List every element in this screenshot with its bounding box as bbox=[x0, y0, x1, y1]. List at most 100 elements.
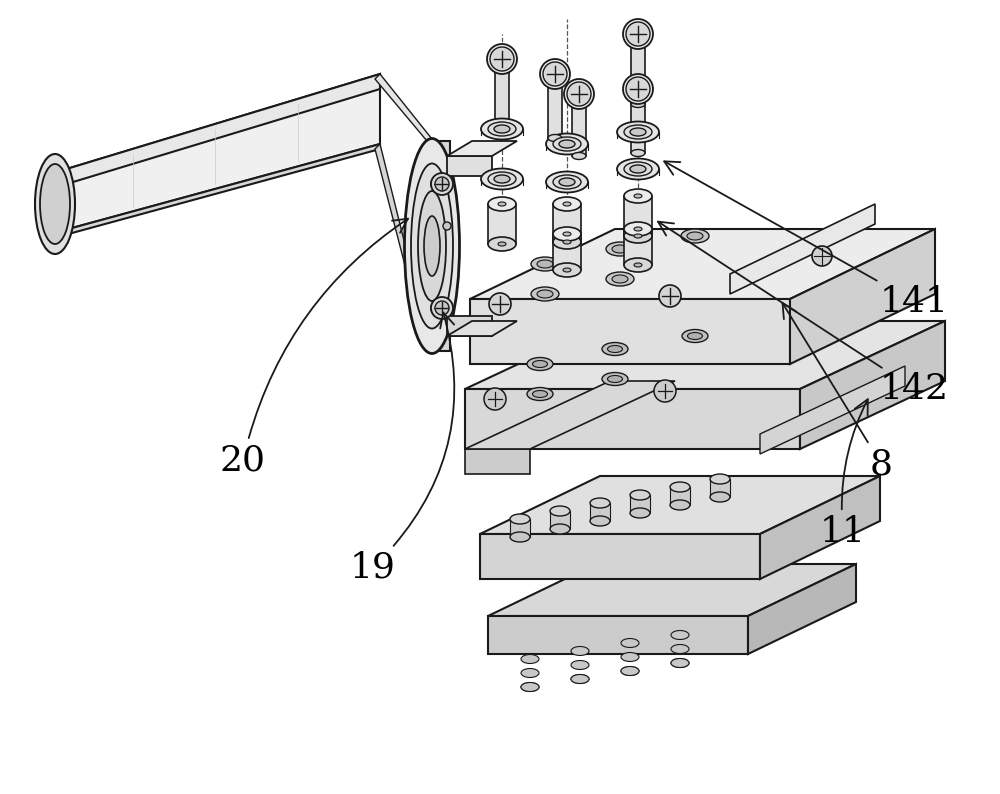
Polygon shape bbox=[447, 321, 517, 336]
Ellipse shape bbox=[488, 172, 516, 186]
Ellipse shape bbox=[527, 357, 553, 371]
Polygon shape bbox=[488, 204, 516, 244]
Ellipse shape bbox=[553, 227, 581, 241]
Ellipse shape bbox=[623, 19, 653, 49]
Ellipse shape bbox=[631, 149, 645, 156]
Ellipse shape bbox=[624, 229, 652, 243]
Ellipse shape bbox=[563, 268, 571, 272]
Polygon shape bbox=[465, 449, 530, 474]
Ellipse shape bbox=[631, 101, 645, 107]
Polygon shape bbox=[590, 503, 610, 521]
Ellipse shape bbox=[550, 506, 570, 516]
Ellipse shape bbox=[521, 683, 539, 692]
Ellipse shape bbox=[621, 653, 639, 661]
Polygon shape bbox=[553, 234, 581, 270]
Ellipse shape bbox=[571, 674, 589, 684]
Ellipse shape bbox=[443, 222, 451, 230]
Ellipse shape bbox=[624, 189, 652, 203]
Ellipse shape bbox=[527, 387, 553, 400]
Text: 142: 142 bbox=[658, 222, 949, 406]
Polygon shape bbox=[447, 141, 517, 156]
Ellipse shape bbox=[521, 654, 539, 664]
Ellipse shape bbox=[634, 227, 642, 231]
Ellipse shape bbox=[608, 376, 622, 383]
Polygon shape bbox=[465, 389, 800, 449]
Ellipse shape bbox=[606, 242, 634, 256]
Ellipse shape bbox=[487, 44, 517, 74]
Ellipse shape bbox=[489, 293, 511, 315]
Ellipse shape bbox=[659, 285, 681, 307]
Text: 141: 141 bbox=[664, 161, 949, 318]
Ellipse shape bbox=[531, 287, 559, 301]
Polygon shape bbox=[550, 511, 570, 529]
Ellipse shape bbox=[431, 299, 449, 317]
Ellipse shape bbox=[498, 202, 506, 206]
Ellipse shape bbox=[623, 74, 653, 104]
Ellipse shape bbox=[553, 235, 581, 249]
Ellipse shape bbox=[612, 245, 628, 253]
Ellipse shape bbox=[671, 630, 689, 639]
Ellipse shape bbox=[35, 154, 75, 254]
Ellipse shape bbox=[687, 232, 703, 240]
Ellipse shape bbox=[612, 275, 628, 283]
Ellipse shape bbox=[602, 372, 628, 386]
Ellipse shape bbox=[490, 47, 514, 71]
Ellipse shape bbox=[532, 360, 548, 368]
Polygon shape bbox=[480, 476, 880, 534]
Polygon shape bbox=[375, 74, 432, 141]
Text: 8: 8 bbox=[783, 303, 893, 481]
Ellipse shape bbox=[488, 237, 516, 251]
Polygon shape bbox=[670, 487, 690, 505]
Polygon shape bbox=[50, 74, 380, 189]
Ellipse shape bbox=[630, 508, 650, 518]
Ellipse shape bbox=[621, 638, 639, 647]
Ellipse shape bbox=[630, 490, 650, 500]
Polygon shape bbox=[548, 86, 562, 138]
Ellipse shape bbox=[671, 658, 689, 668]
Ellipse shape bbox=[540, 59, 570, 89]
Ellipse shape bbox=[40, 164, 70, 244]
Ellipse shape bbox=[435, 177, 449, 191]
Ellipse shape bbox=[431, 297, 453, 319]
Polygon shape bbox=[465, 321, 945, 389]
Ellipse shape bbox=[571, 646, 589, 656]
Ellipse shape bbox=[626, 22, 650, 46]
Ellipse shape bbox=[488, 197, 516, 211]
Polygon shape bbox=[631, 101, 645, 153]
Polygon shape bbox=[630, 495, 650, 513]
Ellipse shape bbox=[531, 257, 559, 271]
Polygon shape bbox=[748, 564, 856, 654]
Polygon shape bbox=[480, 534, 760, 579]
Polygon shape bbox=[760, 476, 880, 579]
Ellipse shape bbox=[546, 133, 588, 155]
Ellipse shape bbox=[431, 173, 453, 195]
Ellipse shape bbox=[435, 301, 449, 315]
Ellipse shape bbox=[571, 661, 589, 669]
Ellipse shape bbox=[431, 175, 449, 193]
Ellipse shape bbox=[553, 175, 581, 189]
Ellipse shape bbox=[624, 222, 652, 236]
Ellipse shape bbox=[521, 683, 539, 692]
Ellipse shape bbox=[602, 342, 628, 356]
Ellipse shape bbox=[418, 191, 446, 301]
Ellipse shape bbox=[688, 333, 702, 340]
Text: 20: 20 bbox=[220, 218, 408, 477]
Ellipse shape bbox=[564, 79, 594, 109]
Ellipse shape bbox=[671, 645, 689, 653]
Ellipse shape bbox=[590, 498, 610, 508]
Polygon shape bbox=[50, 74, 380, 234]
Ellipse shape bbox=[710, 492, 730, 502]
Polygon shape bbox=[50, 144, 380, 239]
Polygon shape bbox=[447, 316, 492, 336]
Polygon shape bbox=[553, 204, 581, 242]
Ellipse shape bbox=[567, 82, 591, 106]
Ellipse shape bbox=[634, 234, 642, 238]
Ellipse shape bbox=[670, 482, 690, 492]
Ellipse shape bbox=[481, 118, 523, 140]
Ellipse shape bbox=[621, 666, 639, 676]
Ellipse shape bbox=[681, 229, 709, 243]
Ellipse shape bbox=[537, 260, 553, 268]
Polygon shape bbox=[427, 141, 450, 351]
Polygon shape bbox=[631, 46, 645, 104]
Polygon shape bbox=[488, 564, 856, 616]
